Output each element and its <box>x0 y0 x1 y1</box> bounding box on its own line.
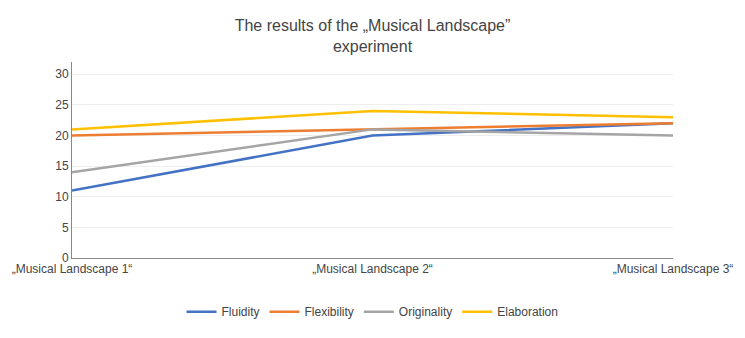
svg-text:10: 10 <box>55 190 69 204</box>
svg-text:30: 30 <box>55 67 69 81</box>
svg-text:25: 25 <box>55 98 69 112</box>
svg-text:5: 5 <box>62 221 69 235</box>
svg-text:20: 20 <box>55 129 69 143</box>
svg-text:Flexibility: Flexibility <box>305 305 354 319</box>
svg-text:„Musical Landscape 2“: „Musical Landscape 2“ <box>312 262 433 276</box>
svg-text:Originality: Originality <box>399 305 452 319</box>
svg-text:The results of the „Musical La: The results of the „Musical Landscape”ex… <box>235 17 511 55</box>
svg-text:„Musical Landscape 3“: „Musical Landscape 3“ <box>613 262 734 276</box>
svg-text:15: 15 <box>55 159 69 173</box>
svg-text:Elaboration: Elaboration <box>497 305 558 319</box>
svg-text:„Musical Landscape 1“: „Musical Landscape 1“ <box>12 262 133 276</box>
svg-text:0: 0 <box>62 251 69 265</box>
svg-text:Fluidity: Fluidity <box>222 305 260 319</box>
